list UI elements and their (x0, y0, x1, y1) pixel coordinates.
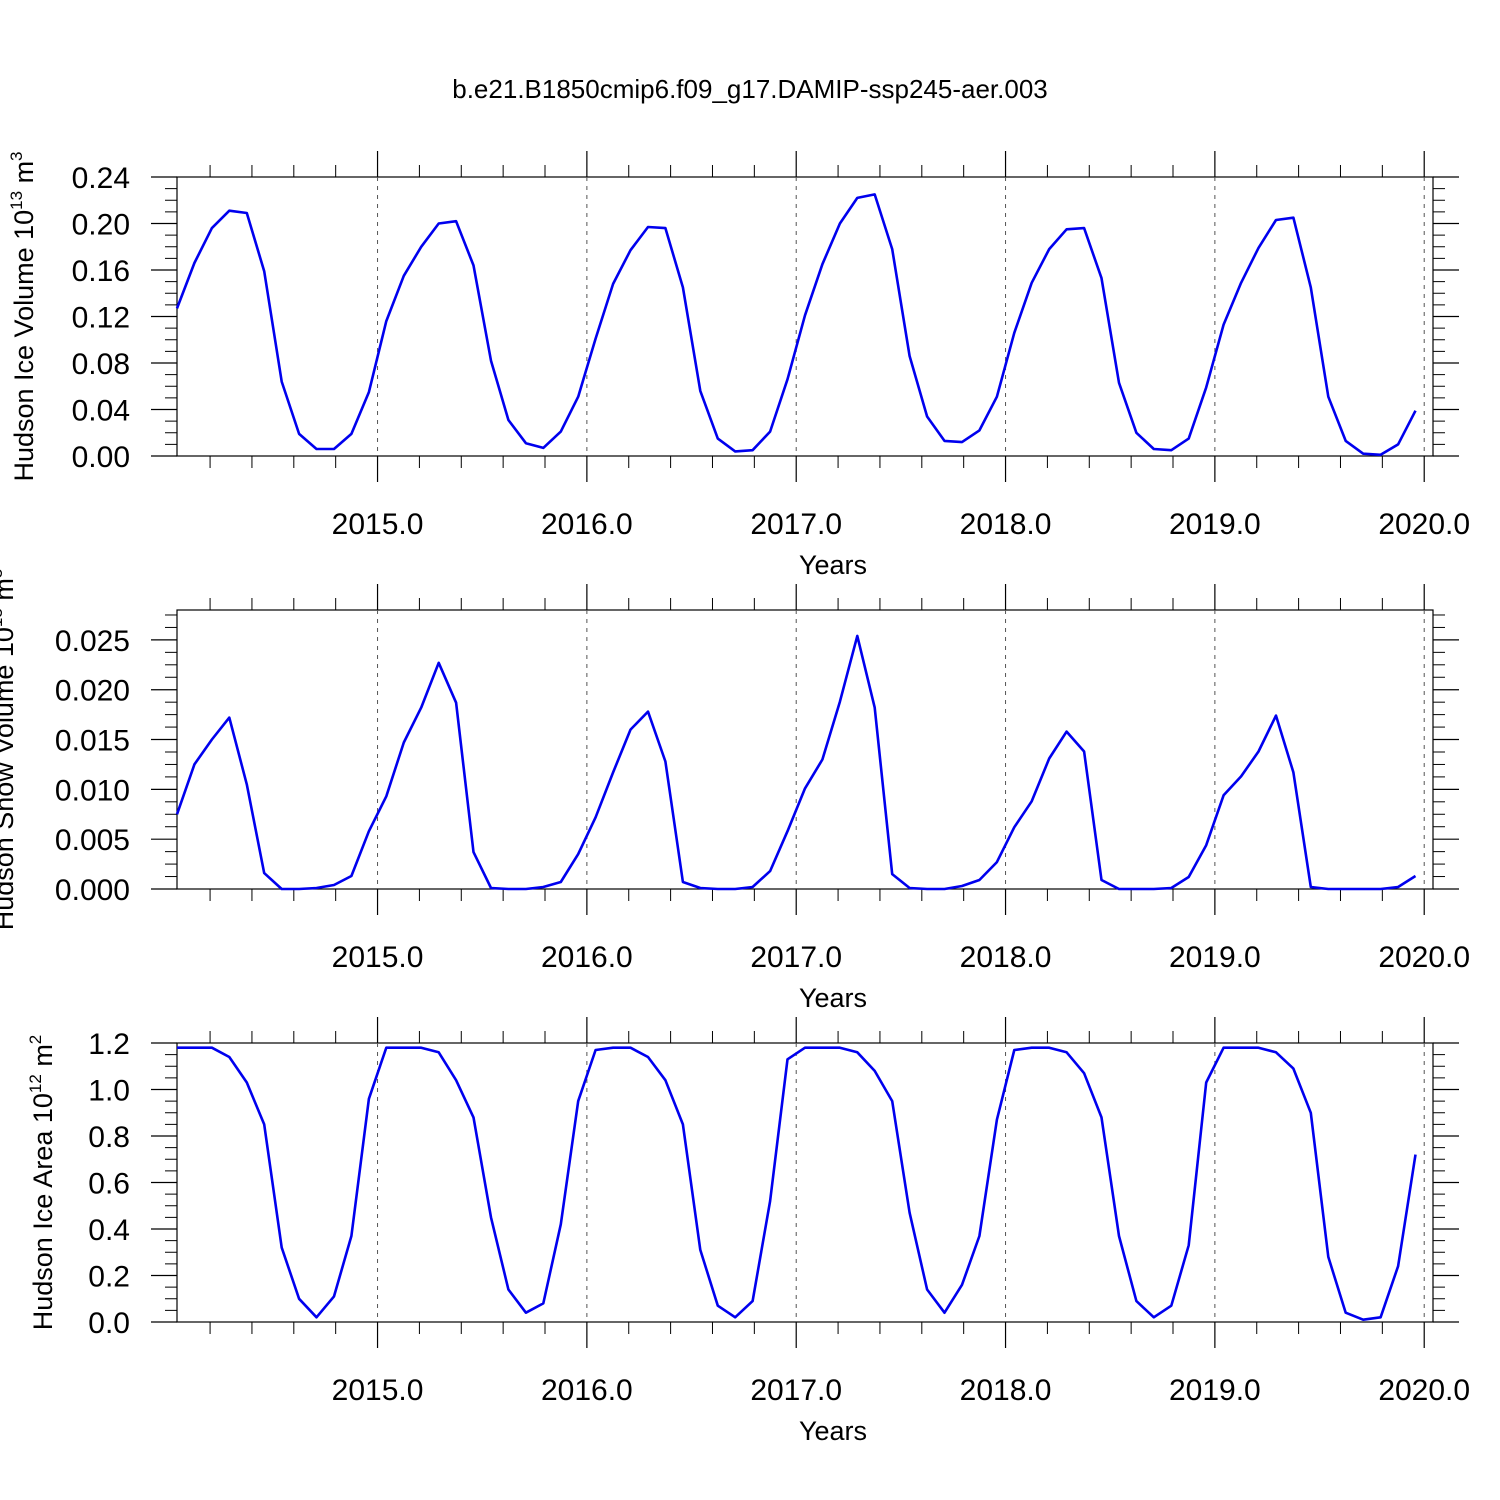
series-line-1 (175, 193, 1417, 457)
x-tick-label: 2020.0 (1378, 508, 1470, 541)
chart-panel-3: 2015.0 2016.0 2017.0 2018.0 2019.0 2020.0 0.0 0… (26, 1017, 1470, 1446)
y-axis-title-text: Hudson Ice Area 10 (28, 1093, 58, 1330)
y-axis-title-unit-exponent: 2 (26, 1035, 45, 1044)
plot-frame (176, 609, 1434, 890)
x-tick-label: 2018.0 (960, 1374, 1052, 1407)
y-tick-label: 0.020 (55, 675, 130, 708)
x-tick-label: 2019.0 (1169, 508, 1261, 541)
x-tick-label: 2015.0 (332, 508, 424, 541)
x-tick-label: 2016.0 (541, 1374, 633, 1407)
chart-panel-2: 2015.0 2016.0 2017.0 2018.0 2019.0 2020.0 0.00… (0, 569, 1470, 1013)
x-tick-label: 2015.0 (332, 1374, 424, 1407)
y-axis-title-exponent: 12 (26, 1074, 45, 1093)
x-axis-title: Years (799, 983, 867, 1013)
figure-title: b.e21.B1850cmip6.f09_g17.DAMIP-ssp245-ae… (452, 74, 1048, 104)
x-tick-label: 2017.0 (750, 1374, 842, 1407)
x-tick-label: 2016.0 (541, 941, 633, 974)
y-tick-label: 0.12 (72, 302, 130, 335)
y-tick-label: 0.24 (72, 162, 130, 195)
y-axis-title-exponent: 13 (7, 191, 26, 210)
y-tick-label: 0.010 (55, 774, 130, 807)
x-tick-label: 2017.0 (750, 508, 842, 541)
plot-frame (176, 1042, 1434, 1323)
y-axis-title-unit: m (9, 161, 39, 191)
y-tick-label: 0.08 (72, 348, 130, 381)
y-tick-label: 0.6 (88, 1168, 130, 1201)
x-tick-label: 2018.0 (960, 941, 1052, 974)
y-tick-label: 0.025 (55, 625, 130, 658)
x-axis-title: Years (799, 550, 867, 580)
x-tick-label: 2015.0 (332, 941, 424, 974)
y-tick-label: 0.4 (88, 1214, 130, 1247)
y-tick-label: 1.2 (88, 1028, 130, 1061)
y-axis-title: Hudson Ice Volume 1013 m3 (7, 151, 39, 481)
y-axis-title-text: Hudson Ice Volume 10 (9, 210, 39, 482)
y-tick-label: 0.015 (55, 725, 130, 758)
chart-panel-1: 2015.0 2016.0 2017.0 2018.0 2019.0 2020.0 0.00… (7, 151, 1470, 580)
x-tick-label: 2019.0 (1169, 941, 1261, 974)
x-axis-title: Years (799, 1416, 867, 1446)
y-tick-label: 0.8 (88, 1121, 130, 1154)
x-tick-label: 2018.0 (960, 508, 1052, 541)
y-axis-title-unit: m (28, 1044, 58, 1074)
y-tick-label: 0.005 (55, 824, 130, 857)
series-line-1 (177, 1046, 1417, 1321)
y-tick-label: 0.04 (72, 395, 130, 428)
y-tick-label: 0.2 (88, 1261, 130, 1294)
y-tick-label: 0.00 (72, 441, 130, 474)
y-tick-label: 0.000 (55, 874, 130, 907)
x-tick-label: 2020.0 (1378, 941, 1470, 974)
y-axis-title-unit: m (0, 578, 19, 608)
series-line-1 (175, 634, 1417, 891)
y-axis-title-unit-exponent: 3 (0, 569, 6, 578)
y-axis-title-text: Hudson Snow Volume 10 (0, 627, 19, 930)
y-axis-title: Hudson Ice Area 1012 m2 (26, 1035, 58, 1331)
x-tick-label: 2020.0 (1378, 1374, 1470, 1407)
y-axis-title-unit-exponent: 3 (7, 151, 26, 160)
y-tick-label: 1.0 (88, 1075, 130, 1108)
x-tick-label: 2017.0 (750, 941, 842, 974)
y-tick-label: 0.20 (72, 209, 130, 242)
y-axis-title-exponent: 13 (0, 608, 6, 627)
y-tick-label: 0.0 (88, 1307, 130, 1340)
x-tick-label: 2019.0 (1169, 1374, 1261, 1407)
x-tick-label: 2016.0 (541, 508, 633, 541)
y-axis-title: Hudson Snow Volume 1013 m3 (0, 569, 19, 931)
y-tick-label: 0.16 (72, 255, 130, 288)
